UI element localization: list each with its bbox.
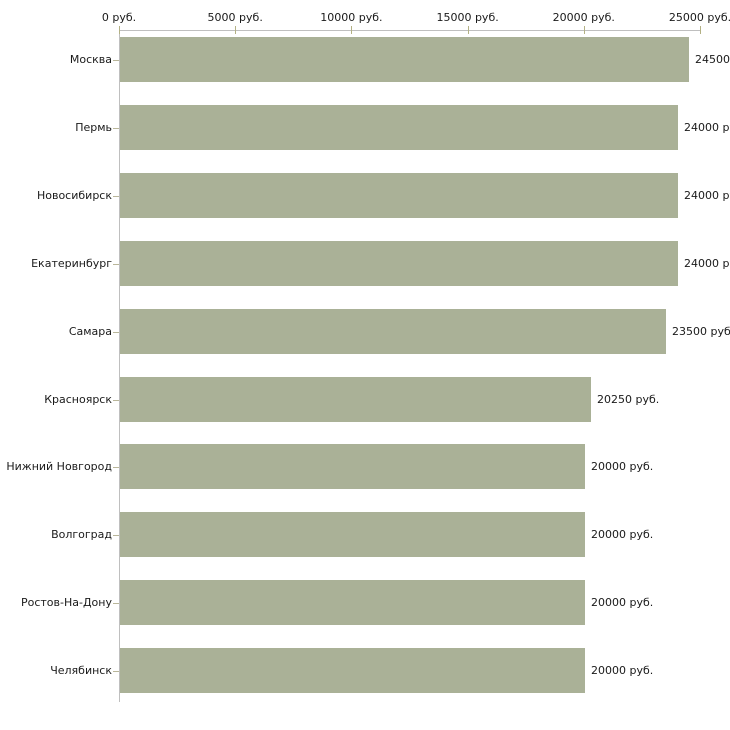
- value-label: 24000 руб.: [684, 189, 730, 202]
- category-label: Москва: [69, 53, 112, 66]
- category-tick-mark: [113, 264, 119, 265]
- category-label: Нижний Новгород: [6, 460, 112, 473]
- category-label: Красноярск: [44, 393, 112, 406]
- category-tick-mark: [113, 400, 119, 401]
- x-axis-tick-label: 15000 руб.: [436, 11, 499, 24]
- bar: [120, 648, 585, 693]
- value-label: 20000 руб.: [591, 528, 654, 541]
- value-label: 24500 руб.: [695, 53, 730, 66]
- bar: [120, 105, 678, 150]
- category-tick-mark: [113, 671, 119, 672]
- value-label: 23500 руб.: [672, 325, 730, 338]
- value-label: 20250 руб.: [597, 393, 660, 406]
- bar: [120, 241, 678, 286]
- bar: [120, 377, 591, 422]
- x-axis-tick-mark: [119, 26, 120, 34]
- category-tick-mark: [113, 603, 119, 604]
- x-axis-tick-mark: [584, 26, 585, 34]
- bar: [120, 309, 666, 354]
- x-axis-tick-label: 25000 руб.: [668, 11, 730, 24]
- value-label: 20000 руб.: [591, 596, 654, 609]
- category-tick-mark: [113, 332, 119, 333]
- x-axis-tick-mark: [700, 26, 701, 34]
- bar: [120, 512, 585, 557]
- category-label: Челябинск: [50, 664, 112, 677]
- category-tick-mark: [113, 60, 119, 61]
- bar: [120, 580, 585, 625]
- bar: [120, 37, 689, 82]
- category-tick-mark: [113, 196, 119, 197]
- category-tick-mark: [113, 128, 119, 129]
- category-label: Самара: [68, 325, 112, 338]
- category-tick-mark: [113, 535, 119, 536]
- value-label: 20000 руб.: [591, 664, 654, 677]
- value-label: 24000 руб.: [684, 121, 730, 134]
- x-axis-tick-label: 5000 руб.: [207, 11, 263, 24]
- x-axis-tick-label: 20000 руб.: [552, 11, 615, 24]
- value-label: 20000 руб.: [591, 460, 654, 473]
- bar: [120, 173, 678, 218]
- category-tick-mark: [113, 467, 119, 468]
- x-axis-tick-mark: [351, 26, 352, 34]
- x-axis-line: [119, 30, 701, 31]
- bar: [120, 444, 585, 489]
- x-axis-tick-mark: [235, 26, 236, 34]
- y-axis-line: [119, 30, 120, 702]
- category-label: Ростов-На-Дону: [20, 596, 112, 609]
- category-label: Новосибирск: [36, 189, 112, 202]
- category-label: Пермь: [75, 121, 112, 134]
- category-label: Екатеринбург: [31, 257, 112, 270]
- x-axis-tick-label: 10000 руб.: [320, 11, 383, 24]
- category-label: Волгоград: [51, 528, 112, 541]
- x-axis-tick-label: 0 руб.: [101, 11, 137, 24]
- x-axis-tick-mark: [468, 26, 469, 34]
- value-label: 24000 руб.: [684, 257, 730, 270]
